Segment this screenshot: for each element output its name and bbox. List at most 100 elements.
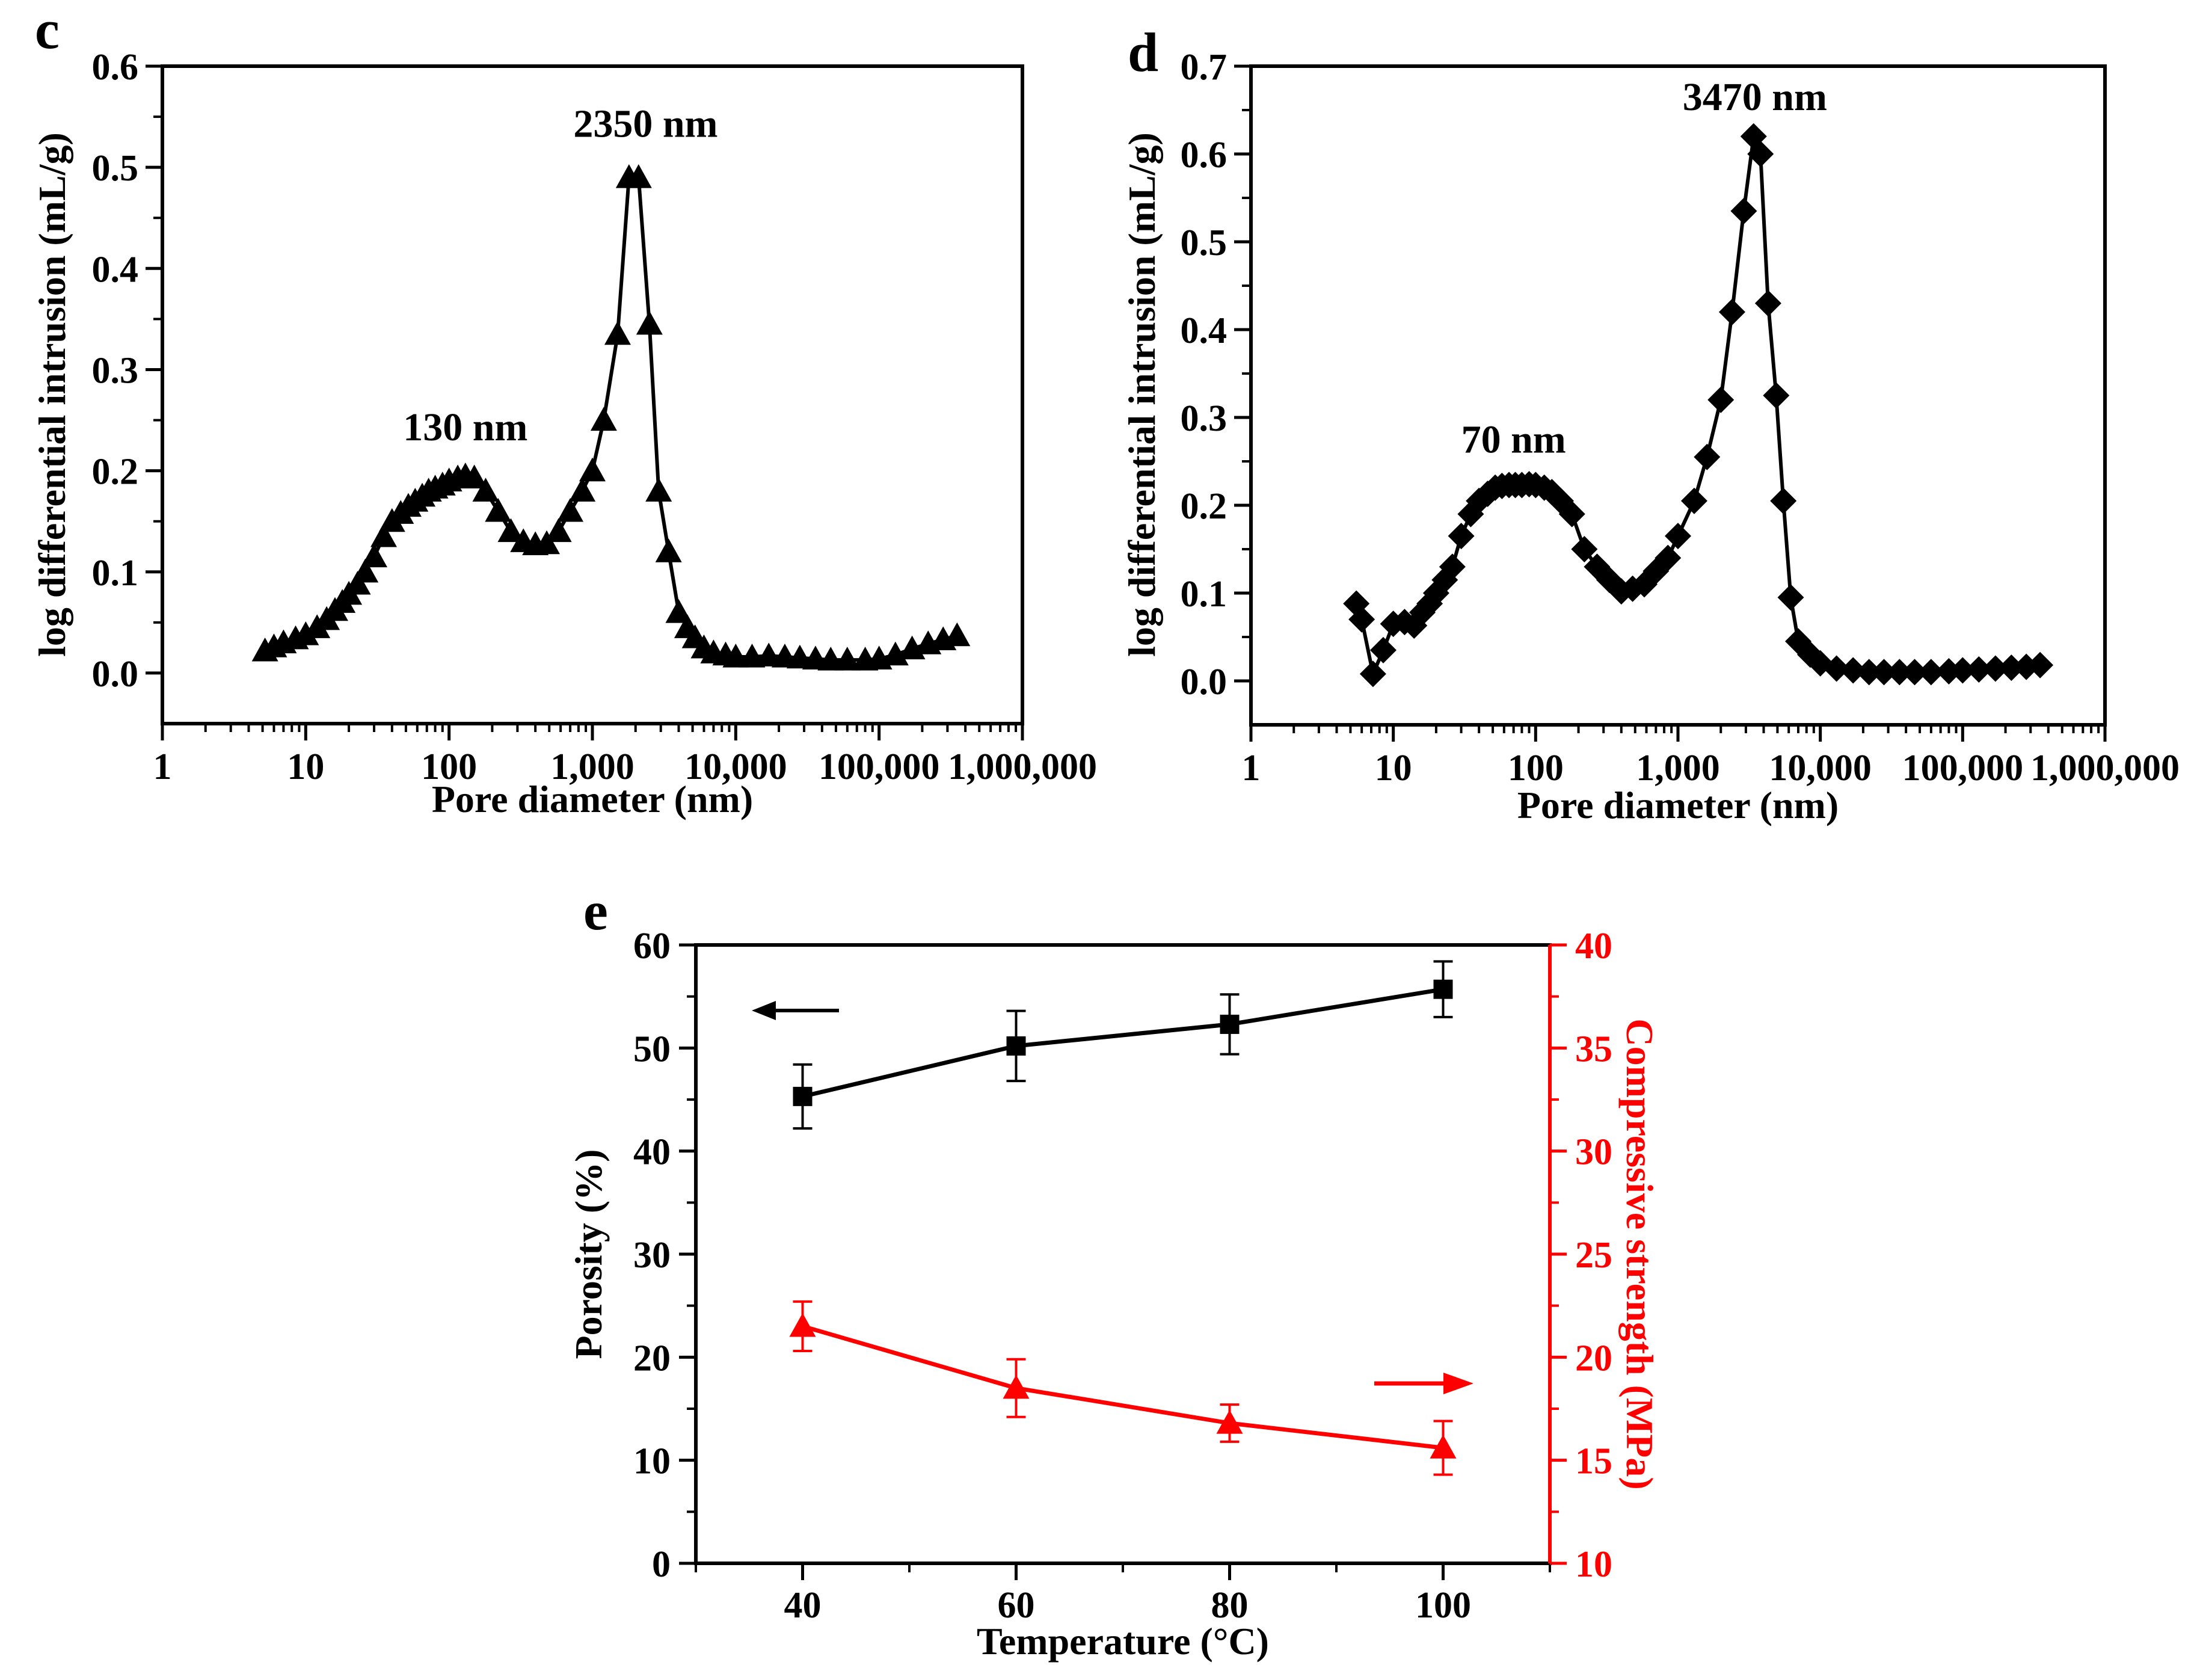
- y-tick-label: 0.6: [92, 47, 139, 88]
- data-point-diamond: [1730, 197, 1757, 224]
- y-left-tick-label: 60: [633, 926, 671, 967]
- y-right-tick-label: 20: [1575, 1338, 1612, 1379]
- y-right-tick-label: 30: [1575, 1132, 1612, 1173]
- y-tick-label: 0.4: [1181, 310, 1228, 351]
- data-point-diamond: [1770, 487, 1797, 514]
- data-point-diamond: [1348, 606, 1375, 633]
- series-line: [264, 176, 958, 662]
- x-tick-label: 80: [1211, 1585, 1249, 1626]
- x-tick-label: 1,000: [1636, 748, 1720, 789]
- strength-axis-arrow: [1374, 1373, 1473, 1394]
- x-tick-label: 100: [1508, 748, 1564, 789]
- data-point-diamond: [1571, 536, 1598, 562]
- data-point-diamond: [1680, 487, 1707, 514]
- data-point-diamond: [1823, 655, 1850, 682]
- y-axis-label-c: log differential intrusion (mL/g): [31, 132, 73, 657]
- y-right-tick-label: 10: [1575, 1544, 1612, 1585]
- data-point-diamond: [1840, 657, 1867, 684]
- data-point-triangle: [665, 599, 692, 623]
- series-line-porosity: [802, 987, 1444, 1099]
- y-left-tick-label: 40: [633, 1132, 671, 1173]
- data-point-diamond: [2027, 651, 2054, 678]
- data-point-diamond: [1369, 636, 1397, 663]
- x-tick-label: 1,000: [550, 746, 635, 787]
- data-point-triangle: [1430, 1435, 1457, 1459]
- peak-annotation: 70 nm: [1461, 417, 1566, 461]
- y-tick-label: 0.1: [1181, 574, 1228, 615]
- x-axis-label-e: Temperature (°C): [977, 1620, 1269, 1663]
- data-point-diamond: [1855, 659, 1882, 686]
- data-point-diamond: [1754, 290, 1781, 317]
- panel-e: e 40 60 80 100 0 10 20 30 40 50 60 10 15 20 25 30 35 40 T…: [567, 880, 1661, 1663]
- data-point-triangle: [1216, 1409, 1243, 1434]
- x-tick-label: 60: [998, 1585, 1035, 1626]
- x-tick-label: 100,000: [1902, 748, 2024, 789]
- x-axis-label-d: Pore diameter (nm): [1517, 784, 1839, 826]
- y-tick-label: 0.7: [1181, 47, 1228, 88]
- peak-annotation: 130 nm: [403, 405, 527, 449]
- data-point-diamond: [1439, 553, 1466, 580]
- y-tick-label: 0.2: [1181, 486, 1228, 527]
- data-point-triangle: [655, 538, 682, 562]
- panel-d: d 1 10 100 1,000 10,000 100,000 1,000,000 0.0 0.…: [1120, 22, 2180, 826]
- y-tick-label: 0.5: [92, 148, 139, 189]
- data-point-diamond: [1777, 584, 1804, 611]
- x-tick-label: 10: [1375, 748, 1412, 789]
- y-right-tick-label: 40: [1575, 926, 1612, 967]
- x-tick-label: 100: [421, 746, 477, 787]
- data-point-diamond: [1982, 655, 2009, 682]
- x-tick-label: 10,000: [1769, 748, 1872, 789]
- y-tick-label: 0.0: [92, 654, 139, 695]
- data-point-triangle: [557, 497, 584, 522]
- porosity-axis-arrow: [752, 1001, 839, 1020]
- data-point-square: [1220, 1014, 1240, 1034]
- data-point-triangle: [461, 464, 488, 488]
- data-point-diamond: [1747, 141, 1774, 167]
- y-tick-label: 0.1: [92, 553, 139, 594]
- data-point-triangle: [472, 478, 499, 502]
- data-point-diamond: [1448, 523, 1475, 550]
- y-left-tick-label: 30: [633, 1235, 671, 1276]
- data-point-triangle: [292, 621, 319, 645]
- data-point-diamond: [1949, 657, 1976, 684]
- peak-annotation: 2350 nm: [573, 102, 717, 146]
- y-axis-label-d: log differential intrusion (mL/g): [1120, 132, 1163, 657]
- y-axis-left-label-e: Porosity (%): [567, 1149, 610, 1359]
- data-point-triangle: [944, 622, 971, 647]
- data-point-square: [1433, 979, 1453, 999]
- data-point-diamond: [1665, 523, 1691, 550]
- series-line-strength: [802, 1324, 1443, 1450]
- y-tick-label: 0.6: [1181, 135, 1228, 176]
- data-point-diamond: [1359, 660, 1386, 688]
- x-tick-label: 100: [1415, 1585, 1471, 1626]
- data-point-triangle: [352, 558, 379, 583]
- data-point-diamond: [1870, 659, 1897, 686]
- panel-c: c 1 10 100 1,000 10,000 100,000 1,000,000 0.0 0.…: [31, 0, 1097, 820]
- data-point-diamond: [1707, 386, 1735, 413]
- x-tick-label: 1,000,000: [2030, 748, 2180, 789]
- data-point-diamond: [1718, 298, 1745, 325]
- data-point-triangle: [625, 164, 652, 188]
- data-point-diamond: [1917, 659, 1944, 686]
- panel-label-d: d: [1128, 22, 1158, 83]
- data-point-diamond: [1763, 382, 1790, 409]
- data-point-triangle: [485, 497, 512, 522]
- panel-label-e: e: [583, 880, 608, 941]
- data-point-square: [1006, 1036, 1026, 1056]
- data-point-triangle: [604, 321, 631, 345]
- y-tick-label: 0.4: [92, 249, 139, 290]
- y-tick-label: 0.5: [1181, 223, 1228, 263]
- data-point-diamond: [1694, 443, 1721, 470]
- data-point-triangle: [636, 310, 663, 335]
- data-point-diamond: [1998, 654, 2025, 682]
- data-point-diamond: [1558, 500, 1585, 528]
- y-left-tick-label: 10: [633, 1441, 671, 1482]
- plot-frame-e: [694, 943, 1552, 1565]
- x-tick-label: 10: [287, 746, 324, 787]
- data-point-triangle: [645, 478, 672, 502]
- data-point-triangle: [533, 530, 561, 555]
- data-point-triangle: [1003, 1374, 1030, 1399]
- y-left-tick-label: 20: [633, 1338, 671, 1379]
- y-tick-label: 0.2: [92, 452, 139, 493]
